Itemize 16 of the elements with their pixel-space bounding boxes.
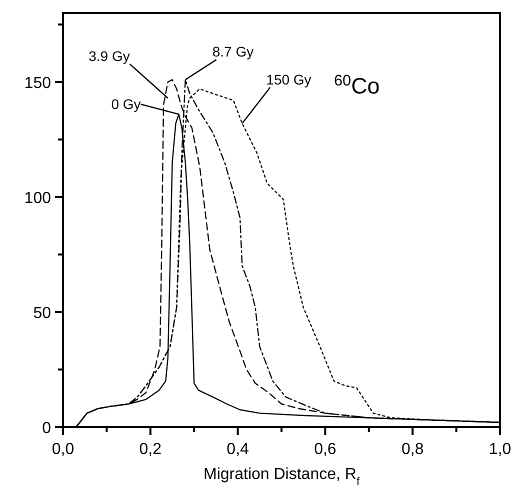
y-tick-label: 0	[42, 420, 52, 437]
annotation: 0 Gy	[111, 96, 141, 112]
x-tick-label: 0,0	[52, 441, 74, 458]
x-tick-label: 0,8	[401, 441, 424, 458]
annotation: 8.7 Gy	[212, 44, 254, 60]
x-tick-label: 1,0	[488, 441, 512, 458]
x-tick-label: 0,2	[139, 441, 162, 458]
y-tick-label: 150	[24, 75, 52, 92]
x-tick-label: 0,6	[314, 441, 336, 458]
x-tick-label: 0,4	[226, 441, 250, 458]
annotation: 3.9 Gy	[88, 48, 130, 64]
y-tick-label: 50	[33, 305, 52, 322]
annotation: 150 Gy	[266, 71, 312, 88]
annotation: $^{60}$Co	[334, 72, 380, 98]
y-tick-label: 100	[24, 190, 52, 207]
x-axis-title: Migration Distance, R$_{f}$	[203, 466, 360, 488]
